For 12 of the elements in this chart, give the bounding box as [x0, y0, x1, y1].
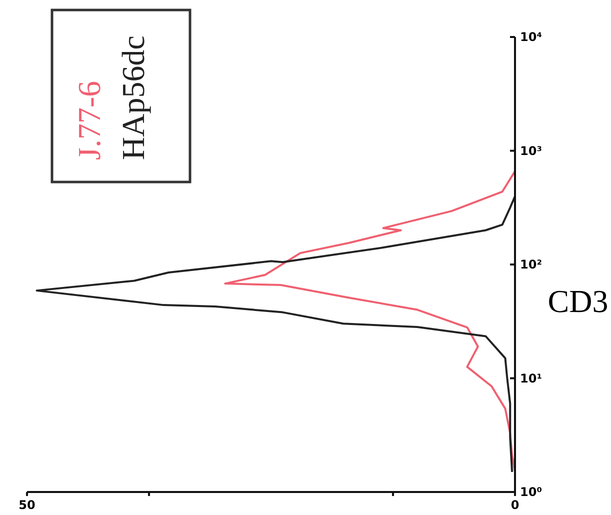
text: HAp56dc: [115, 36, 151, 160]
y-axis-title: CD3: [548, 283, 608, 319]
x-tick-label: 50: [18, 498, 36, 512]
y-tick-label: 10³: [520, 144, 542, 158]
y-tick-label: 10¹: [520, 371, 542, 386]
x-tick-label: 0: [510, 498, 520, 512]
y-tick-label: 10⁴: [520, 30, 542, 44]
y-tick-label: 10²: [520, 258, 542, 272]
y-tick-label: 10⁰: [520, 485, 542, 500]
line-series: [36, 195, 516, 473]
line-series: [224, 170, 516, 473]
text: J.77-6: [71, 80, 107, 160]
